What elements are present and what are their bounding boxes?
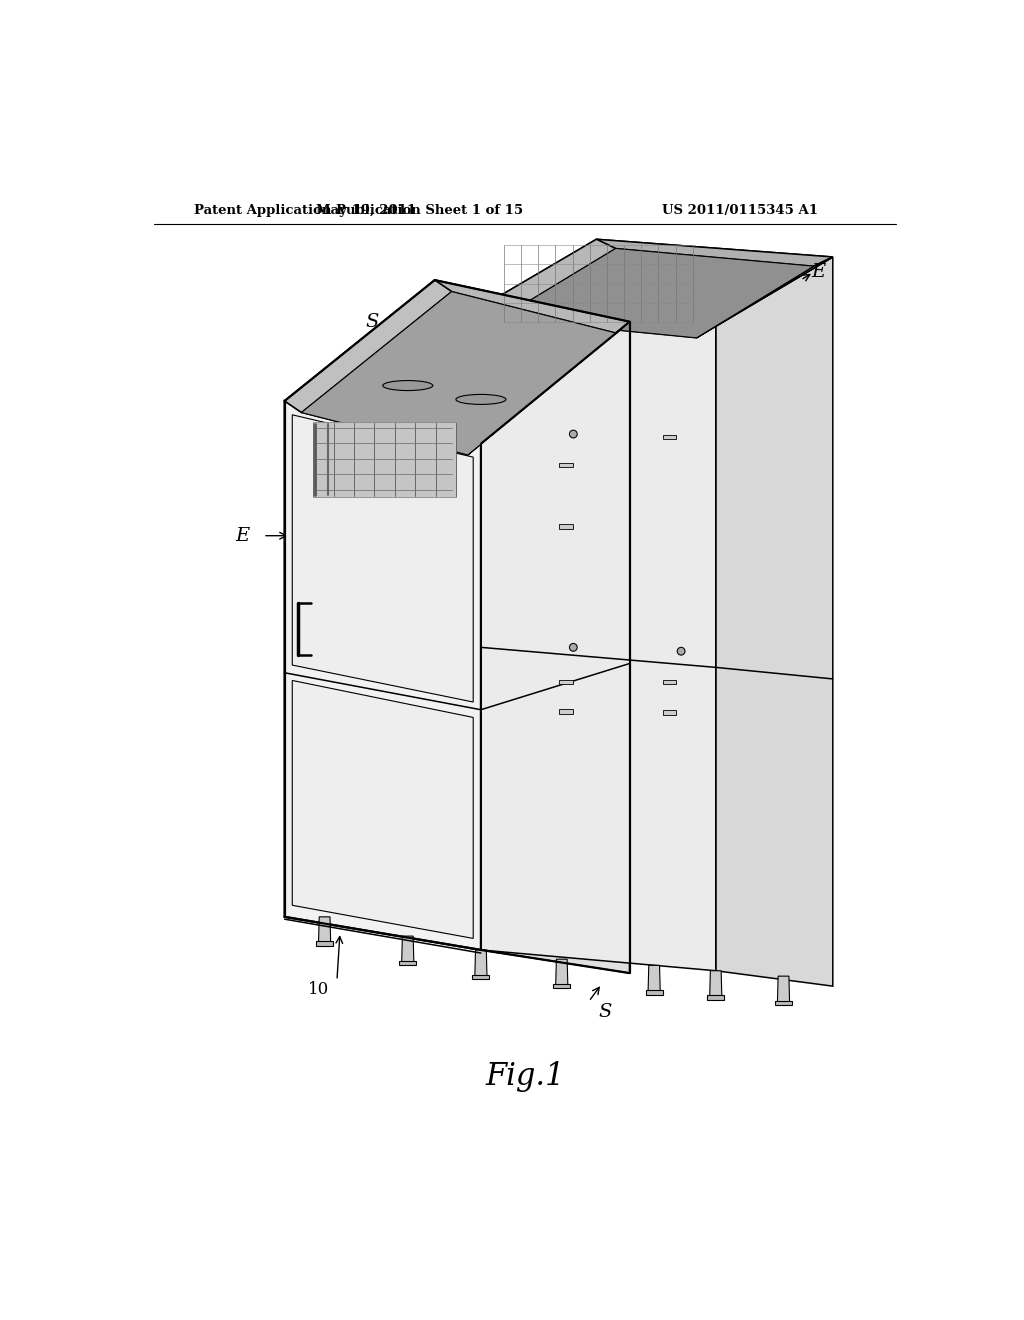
- Polygon shape: [481, 239, 833, 326]
- Polygon shape: [777, 977, 790, 1006]
- Polygon shape: [468, 322, 630, 455]
- Polygon shape: [559, 462, 572, 467]
- Polygon shape: [775, 1001, 792, 1006]
- Polygon shape: [285, 401, 481, 455]
- Polygon shape: [553, 983, 570, 989]
- Polygon shape: [596, 239, 833, 267]
- Text: Fig.1: Fig.1: [485, 1061, 564, 1092]
- Polygon shape: [313, 422, 457, 498]
- Polygon shape: [401, 936, 414, 965]
- Polygon shape: [663, 680, 677, 684]
- Polygon shape: [399, 961, 416, 965]
- Polygon shape: [663, 710, 677, 715]
- Polygon shape: [708, 995, 724, 1001]
- Polygon shape: [716, 257, 833, 986]
- Polygon shape: [559, 524, 572, 529]
- Polygon shape: [472, 974, 489, 979]
- Text: May 19, 2011  Sheet 1 of 15: May 19, 2011 Sheet 1 of 15: [315, 205, 523, 218]
- Polygon shape: [301, 292, 616, 455]
- Polygon shape: [500, 248, 813, 338]
- Polygon shape: [481, 308, 716, 338]
- Text: E: E: [811, 264, 825, 281]
- Text: US 2011/0115345 A1: US 2011/0115345 A1: [662, 205, 818, 218]
- Polygon shape: [556, 960, 568, 989]
- Polygon shape: [285, 280, 452, 412]
- Polygon shape: [559, 680, 572, 684]
- Circle shape: [569, 430, 578, 438]
- Polygon shape: [435, 280, 630, 333]
- Polygon shape: [696, 257, 833, 338]
- Text: 10: 10: [308, 982, 330, 998]
- Text: E: E: [236, 527, 250, 545]
- Polygon shape: [292, 414, 473, 702]
- Circle shape: [677, 647, 685, 655]
- Ellipse shape: [383, 380, 433, 391]
- Polygon shape: [316, 941, 333, 946]
- Polygon shape: [475, 950, 487, 979]
- Text: S: S: [366, 313, 379, 330]
- Polygon shape: [481, 239, 615, 318]
- Polygon shape: [646, 990, 663, 995]
- Text: S: S: [599, 1003, 612, 1020]
- Polygon shape: [285, 401, 481, 950]
- Polygon shape: [481, 308, 716, 970]
- Circle shape: [569, 644, 578, 651]
- Polygon shape: [318, 917, 331, 946]
- Text: Patent Application Publication: Patent Application Publication: [194, 205, 421, 218]
- Polygon shape: [285, 280, 630, 444]
- Polygon shape: [481, 322, 630, 973]
- Polygon shape: [648, 965, 660, 995]
- Polygon shape: [559, 709, 572, 714]
- Polygon shape: [663, 434, 677, 440]
- Polygon shape: [710, 970, 722, 1001]
- Polygon shape: [292, 681, 473, 939]
- Ellipse shape: [456, 395, 506, 404]
